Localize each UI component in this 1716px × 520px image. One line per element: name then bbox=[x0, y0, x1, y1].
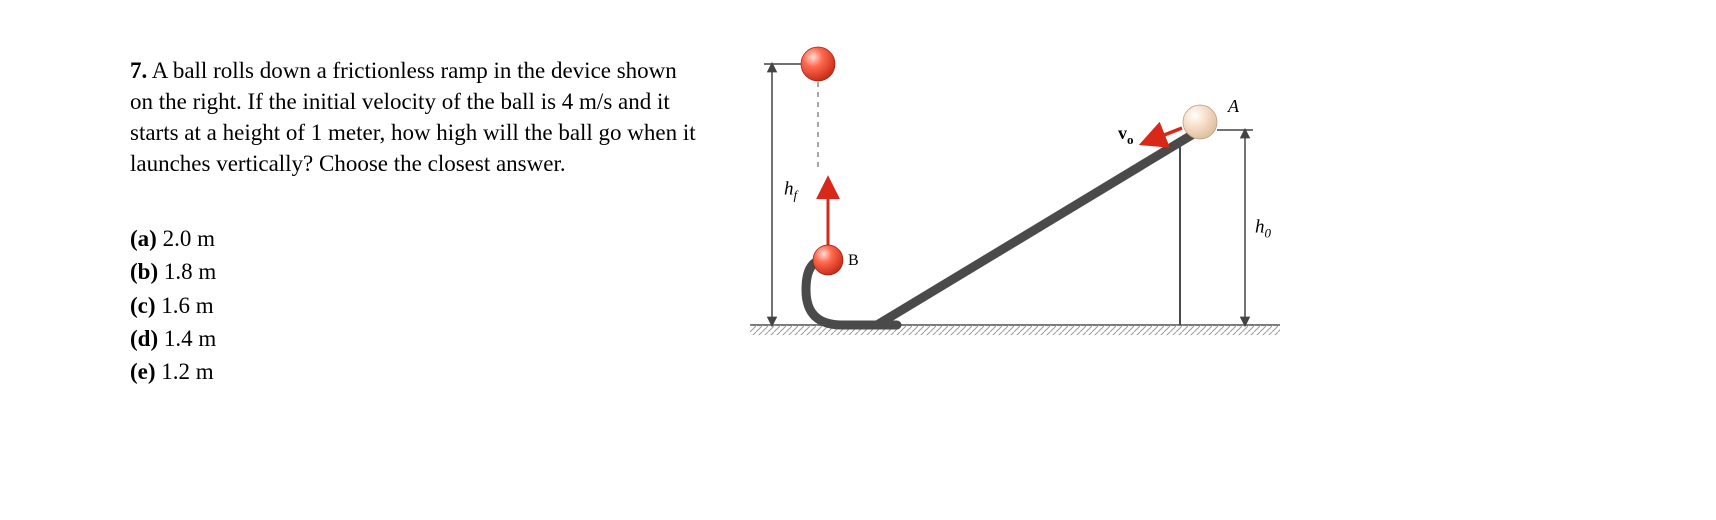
choice-letter: (e) bbox=[130, 359, 156, 384]
answer-choices: (a) 2.0 m (b) 1.8 m (c) 1.6 m (d) 1.4 m … bbox=[130, 222, 216, 389]
choice-letter: (c) bbox=[130, 293, 156, 318]
choice-value: 1.6 m bbox=[161, 293, 213, 318]
problem-number: 7. bbox=[130, 58, 147, 83]
choice-letter: (b) bbox=[130, 259, 158, 284]
ball-mid-icon bbox=[813, 245, 843, 275]
choice-value: 2.0 m bbox=[163, 226, 215, 251]
choice-b: (b) 1.8 m bbox=[130, 255, 216, 288]
choice-value: 1.8 m bbox=[164, 259, 216, 284]
choice-value: 1.2 m bbox=[161, 359, 213, 384]
label-v0: vo bbox=[1118, 123, 1134, 147]
page-root: 7. A ball rolls down a frictionless ramp… bbox=[0, 0, 1716, 520]
choice-d: (d) 1.4 m bbox=[130, 322, 216, 355]
ramp-svg: A B hf h0 vo bbox=[720, 50, 1280, 370]
label-hf: hf bbox=[784, 179, 800, 203]
choice-e: (e) 1.2 m bbox=[130, 355, 216, 388]
label-h0: h0 bbox=[1255, 217, 1272, 241]
ball-top-icon bbox=[801, 47, 835, 81]
choice-value: 1.4 m bbox=[164, 326, 216, 351]
label-a: A bbox=[1227, 96, 1240, 116]
choice-a: (a) 2.0 m bbox=[130, 222, 216, 255]
ramp-diagram: A B hf h0 vo bbox=[720, 50, 1280, 370]
ramp-icon bbox=[806, 130, 1200, 325]
choice-letter: (a) bbox=[130, 226, 157, 251]
choice-letter: (d) bbox=[130, 326, 158, 351]
label-b: B bbox=[848, 252, 859, 269]
problem-text: A ball rolls down a frictionless ramp in… bbox=[130, 58, 696, 176]
ball-start-icon bbox=[1183, 105, 1217, 139]
choice-c: (c) 1.6 m bbox=[130, 289, 216, 322]
problem-statement: 7. A ball rolls down a frictionless ramp… bbox=[130, 55, 700, 179]
